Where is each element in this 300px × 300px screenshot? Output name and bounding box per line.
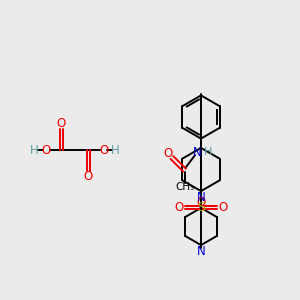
- Text: H: H: [30, 143, 39, 157]
- Text: O: O: [57, 117, 66, 130]
- Text: O: O: [175, 201, 184, 214]
- Text: O: O: [196, 196, 206, 209]
- Text: CH₃: CH₃: [175, 182, 194, 192]
- Text: O: O: [42, 143, 51, 157]
- Text: N: N: [196, 190, 206, 204]
- Text: N: N: [196, 244, 206, 258]
- Text: O: O: [84, 170, 93, 183]
- Text: O: O: [164, 147, 173, 161]
- Text: H: H: [111, 143, 120, 157]
- Text: O: O: [99, 143, 108, 157]
- Text: S: S: [197, 201, 205, 214]
- Text: H: H: [203, 147, 212, 157]
- Text: N: N: [193, 146, 202, 159]
- Text: O: O: [218, 201, 227, 214]
